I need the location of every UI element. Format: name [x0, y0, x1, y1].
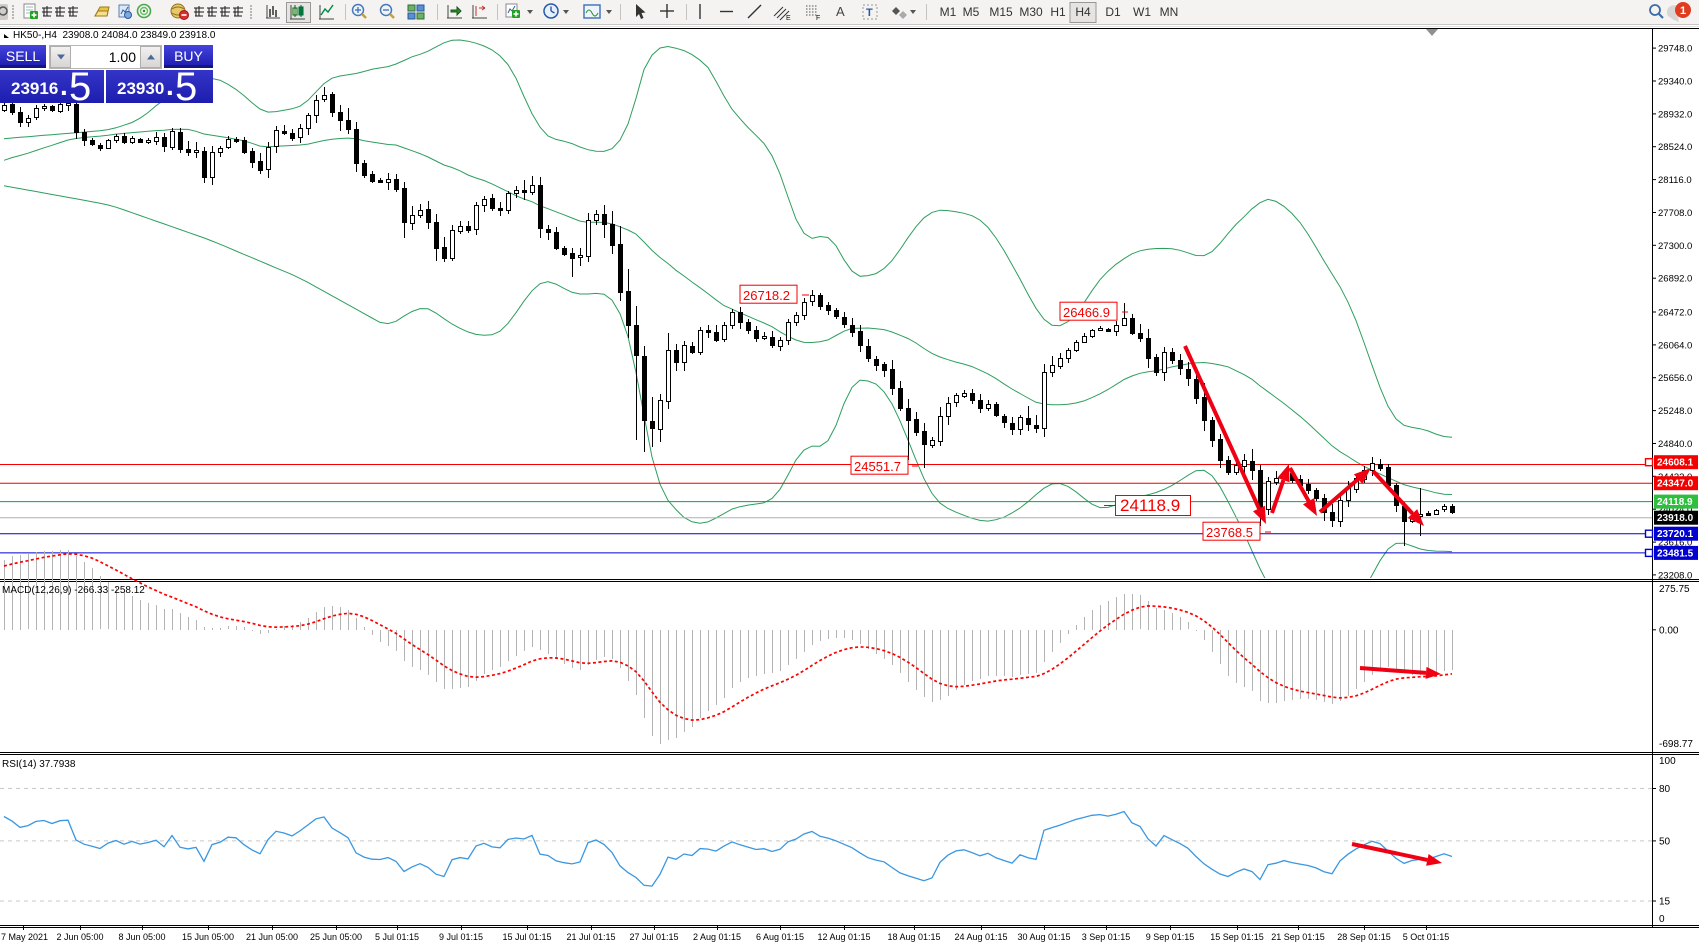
svg-text:15: 15 [1659, 897, 1671, 908]
svg-text:23768.5: 23768.5 [1206, 525, 1253, 540]
svg-text:0.00: 0.00 [1659, 625, 1679, 636]
svg-text:A: A [836, 4, 845, 19]
svg-text:23918.0: 23918.0 [1657, 513, 1694, 524]
svg-text:26472.0: 26472.0 [1658, 308, 1692, 319]
svg-text:24840.0: 24840.0 [1658, 439, 1692, 450]
svg-text:100: 100 [1659, 756, 1676, 767]
svg-text:26892.0: 26892.0 [1658, 274, 1692, 285]
svg-text:24347.0: 24347.0 [1657, 479, 1694, 490]
svg-text:M15: M15 [989, 5, 1013, 19]
svg-text:25656.0: 25656.0 [1658, 373, 1692, 384]
svg-text:27300.0: 27300.0 [1658, 241, 1692, 252]
svg-text:29748.0: 29748.0 [1658, 44, 1692, 55]
svg-text:275.75: 275.75 [1659, 584, 1690, 595]
svg-text:24118.9: 24118.9 [1120, 496, 1180, 515]
svg-text:23481.5: 23481.5 [1657, 548, 1694, 559]
svg-text:24 Aug 01:15: 24 Aug 01:15 [954, 932, 1007, 942]
svg-text:50: 50 [1659, 836, 1671, 847]
svg-text:T: T [866, 7, 873, 19]
svg-text:28932.0: 28932.0 [1658, 109, 1692, 120]
svg-text:26718.2: 26718.2 [743, 288, 790, 303]
svg-text:25248.0: 25248.0 [1658, 406, 1692, 417]
svg-text:23720.1: 23720.1 [1657, 529, 1694, 540]
svg-text:3 Sep 01:15: 3 Sep 01:15 [1082, 932, 1131, 942]
svg-text:0: 0 [1659, 914, 1665, 925]
svg-text:-698.77: -698.77 [1659, 739, 1693, 750]
svg-text:28116.0: 28116.0 [1658, 175, 1692, 186]
svg-text:RSI(14) 37.7938: RSI(14) 37.7938 [2, 759, 76, 770]
svg-text:21 Sep 01:15: 21 Sep 01:15 [1271, 932, 1325, 942]
svg-text:28 Sep 01:15: 28 Sep 01:15 [1337, 932, 1391, 942]
svg-text:26466.9: 26466.9 [1063, 305, 1110, 320]
svg-text:1: 1 [1680, 5, 1686, 17]
svg-text:2 Jun 05:00: 2 Jun 05:00 [56, 932, 103, 942]
svg-text:24024.0: 24024.0 [1658, 505, 1692, 516]
svg-text:M1: M1 [940, 5, 957, 19]
svg-text:21 Jun 05:00: 21 Jun 05:00 [246, 932, 298, 942]
svg-text:9 Sep 01:15: 9 Sep 01:15 [1146, 932, 1195, 942]
svg-text:M5: M5 [963, 5, 980, 19]
svg-text:24118.9: 24118.9 [1657, 497, 1693, 508]
svg-text:25 Jun 05:00: 25 Jun 05:00 [310, 932, 362, 942]
svg-text:W1: W1 [1133, 5, 1151, 19]
svg-text:MN: MN [1160, 5, 1179, 19]
svg-text:27 Jul 01:15: 27 Jul 01:15 [629, 932, 678, 942]
svg-text:29340.0: 29340.0 [1658, 77, 1692, 88]
svg-text:HK50-,H4 23908.0 24084.0 2384: HK50-,H4 23908.0 24084.0 23849.0 23918.0 [13, 30, 216, 41]
svg-text:9 Jul 01:15: 9 Jul 01:15 [439, 932, 483, 942]
svg-text:12 Aug 01:15: 12 Aug 01:15 [817, 932, 870, 942]
svg-text:24608.1: 24608.1 [1657, 458, 1694, 469]
svg-text:18 Aug 01:15: 18 Aug 01:15 [887, 932, 940, 942]
svg-text:26064.0: 26064.0 [1658, 340, 1692, 351]
svg-text:15 Sep 01:15: 15 Sep 01:15 [1210, 932, 1264, 942]
svg-text:15 Jun 05:00: 15 Jun 05:00 [182, 932, 234, 942]
svg-text:F: F [816, 15, 820, 22]
svg-text:15 Jul 01:15: 15 Jul 01:15 [502, 932, 551, 942]
svg-text:E: E [786, 15, 791, 22]
svg-text:8 Jun 05:00: 8 Jun 05:00 [118, 932, 165, 942]
svg-text:M30: M30 [1019, 5, 1043, 19]
svg-text:5 Jul 01:15: 5 Jul 01:15 [375, 932, 419, 942]
svg-text:23616.0: 23616.0 [1658, 538, 1692, 549]
svg-text:D1: D1 [1105, 5, 1121, 19]
svg-text:H4: H4 [1075, 5, 1091, 19]
svg-text:2 Aug 01:15: 2 Aug 01:15 [693, 932, 741, 942]
svg-text:H1: H1 [1050, 5, 1066, 19]
svg-text:23208.0: 23208.0 [1658, 570, 1692, 581]
svg-text:21 Jul 01:15: 21 Jul 01:15 [566, 932, 615, 942]
svg-text:MACD(12,26,9) -266.33 -258.12: MACD(12,26,9) -266.33 -258.12 [2, 585, 145, 596]
svg-text:24551.7: 24551.7 [854, 459, 901, 474]
svg-text:80: 80 [1659, 784, 1671, 795]
svg-text:30 Aug 01:15: 30 Aug 01:15 [1017, 932, 1070, 942]
svg-text:27708.0: 27708.0 [1658, 208, 1692, 219]
svg-text:5 Oct 01:15: 5 Oct 01:15 [1403, 932, 1450, 942]
svg-text:28524.0: 28524.0 [1658, 142, 1692, 153]
svg-text:6 Aug 01:15: 6 Aug 01:15 [756, 932, 804, 942]
svg-text:7 May 2021: 7 May 2021 [1, 932, 48, 942]
